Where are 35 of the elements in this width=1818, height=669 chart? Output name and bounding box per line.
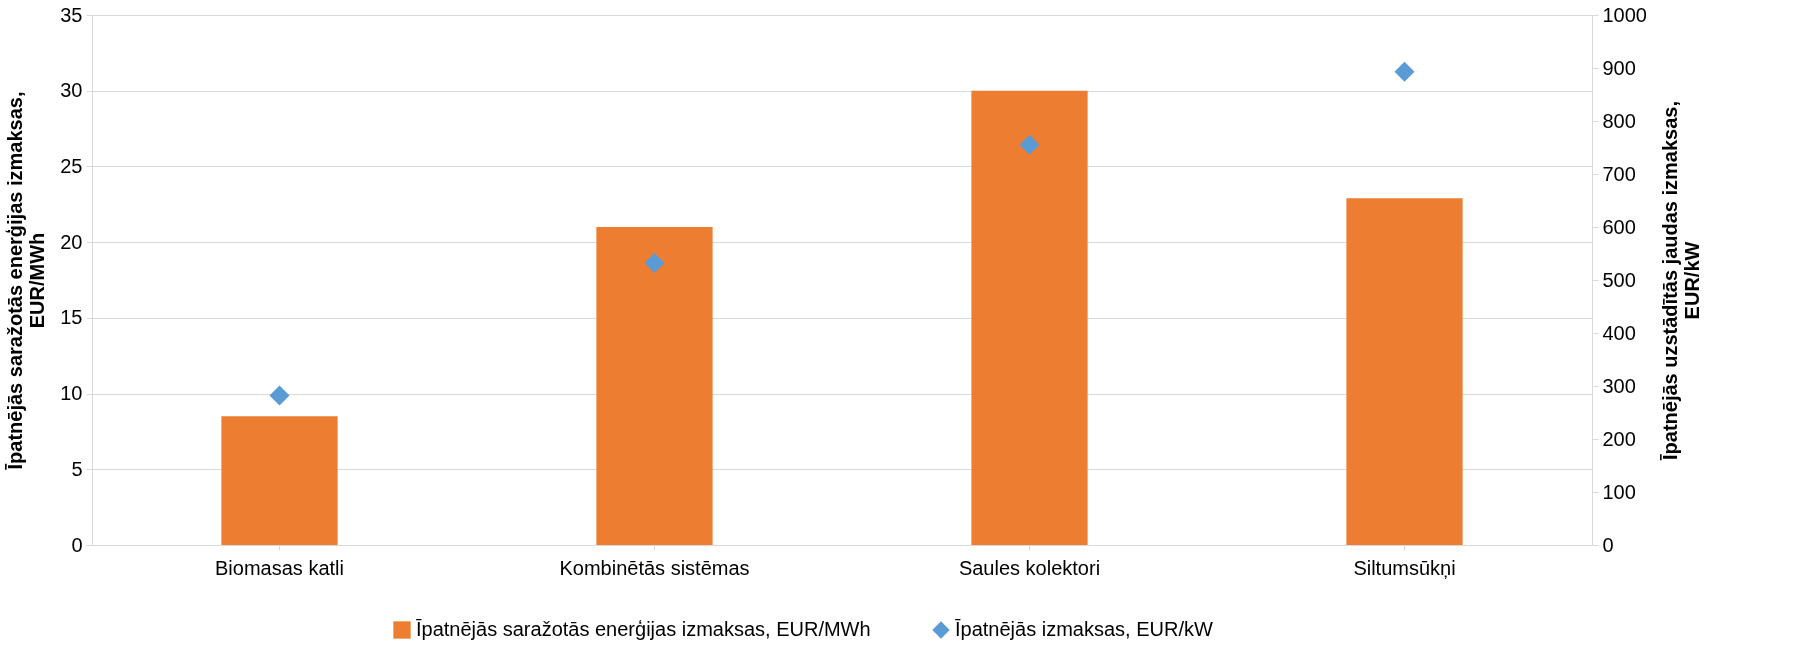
legend-label: Īpatnējās saražotās enerģijas izmaksas, EUR/MWh bbox=[416, 618, 871, 640]
y-tick-label: 5 bbox=[71, 457, 83, 480]
y-tick-label: 0 bbox=[71, 533, 83, 556]
y2-tick-label: 0 bbox=[1602, 533, 1614, 556]
bar bbox=[221, 416, 338, 545]
point bbox=[1019, 134, 1040, 155]
bar bbox=[596, 227, 713, 545]
y2-tick-label: 900 bbox=[1602, 56, 1636, 79]
y2-tick-label: 200 bbox=[1602, 427, 1636, 450]
y2-tick-label: 400 bbox=[1602, 321, 1636, 344]
bar bbox=[1346, 198, 1463, 545]
y-tick-label: 30 bbox=[60, 79, 83, 102]
y2-tick-label: 300 bbox=[1602, 374, 1636, 397]
y2-tick-label: 500 bbox=[1602, 268, 1636, 291]
legend-label: Īpatnējās izmaksas, EUR/kW bbox=[955, 618, 1213, 640]
y2-tick-label: 700 bbox=[1602, 162, 1636, 185]
x-tick-label: Saules kolektori bbox=[958, 556, 1101, 579]
y-axis-title: Īpatnējās saražotās enerģijas izmaksas, EUR/MWh bbox=[4, 91, 49, 471]
point bbox=[644, 253, 665, 274]
x-tick-label: Siltumsūkņi bbox=[1353, 556, 1456, 579]
y2-tick-label: 600 bbox=[1602, 215, 1636, 238]
y-tick-label: 20 bbox=[60, 230, 83, 253]
y2-tick-label: 100 bbox=[1602, 480, 1636, 503]
y-tick-label: 35 bbox=[60, 3, 83, 26]
y-tick-label: 15 bbox=[60, 306, 83, 329]
y-tick-label: 25 bbox=[60, 154, 83, 177]
y-tick-label: 10 bbox=[60, 382, 83, 405]
x-tick-label: Kombinētās sistēmas bbox=[559, 556, 750, 579]
y2-axis-title: Īpatnējās uzstādītās jaudas izmaksas, EUR/kW bbox=[1658, 100, 1703, 462]
y2-tick-label: 1000 bbox=[1602, 3, 1647, 26]
y2-tick-label: 800 bbox=[1602, 109, 1636, 132]
bar bbox=[971, 90, 1088, 545]
point bbox=[269, 385, 290, 406]
x-tick-label: Biomasas katli bbox=[215, 556, 344, 579]
point bbox=[1394, 61, 1415, 82]
